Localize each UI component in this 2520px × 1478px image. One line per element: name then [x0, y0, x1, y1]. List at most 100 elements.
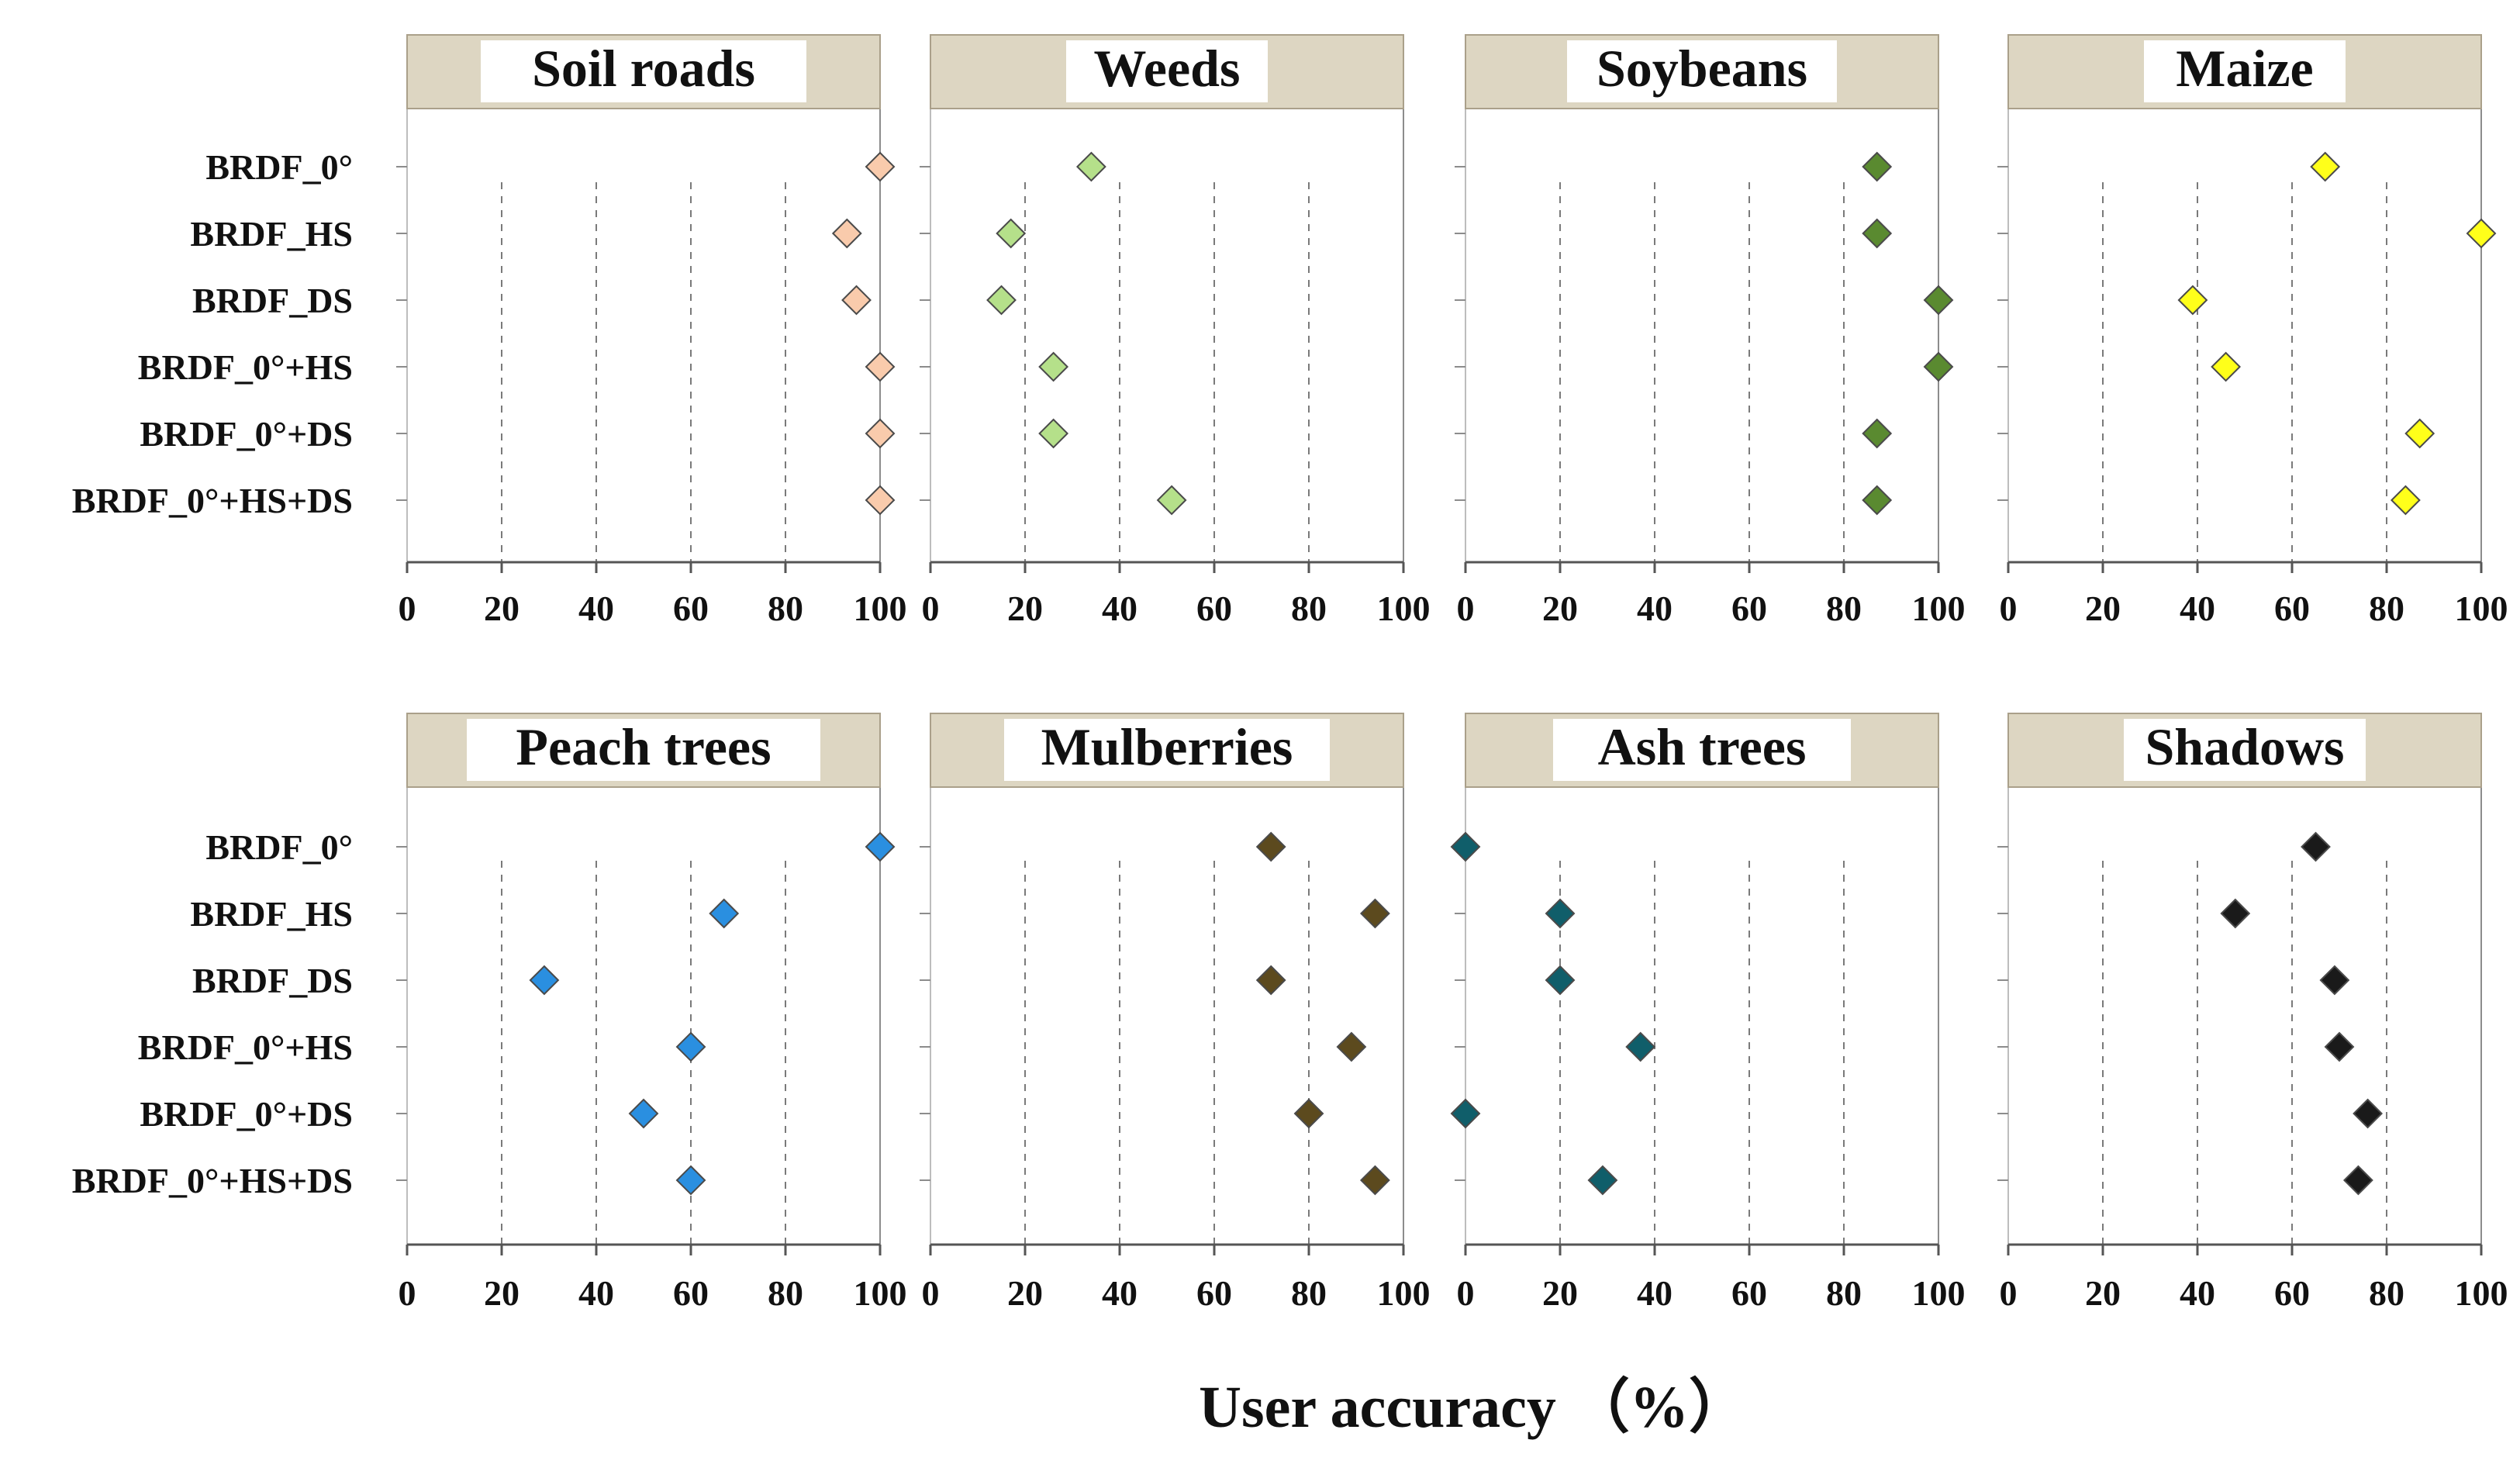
marker-ash-trees-5: [1450, 1098, 1481, 1129]
marker-weeds-4: [1038, 351, 1069, 382]
x-tick-label-soybeans: 40: [1637, 589, 1673, 628]
marker-peach-trees-4: [675, 1031, 706, 1062]
marker-shadows-2: [2220, 898, 2251, 929]
marker-shadows-6: [2342, 1165, 2373, 1196]
marker-soybeans-6: [1862, 485, 1893, 516]
x-tick-label-soil-roads: 80: [768, 589, 803, 628]
x-tick-label-maize: 80: [2369, 589, 2404, 628]
category-label: BRDF_0°+HS+DS: [72, 481, 353, 520]
panel-title-soil-roads: Soil roads: [532, 39, 755, 98]
marker-shadows-1: [2301, 831, 2331, 862]
x-tick-label-shadows: 60: [2274, 1273, 2310, 1313]
marker-peach-trees-1: [865, 831, 896, 862]
marker-mulberries-6: [1359, 1165, 1390, 1196]
x-tick-label-peach-trees: 60: [673, 1273, 709, 1313]
category-label: BRDF_HS: [190, 214, 353, 254]
x-tick-label-mulberries: 60: [1196, 1273, 1232, 1313]
panel-title-bg-soil-roads: [481, 40, 806, 102]
x-tick-label-weeds: 0: [922, 589, 940, 628]
x-tick-label-mulberries: 40: [1102, 1273, 1137, 1313]
x-tick-label-soybeans: 0: [1457, 589, 1475, 628]
category-label: BRDF_0°+HS+DS: [72, 1161, 353, 1200]
x-tick-label-soil-roads: 100: [854, 589, 907, 628]
x-tick-label-shadows: 40: [2180, 1273, 2215, 1313]
panel-title-bg-mulberries: [1004, 719, 1330, 781]
x-tick-label-peach-trees: 20: [484, 1273, 520, 1313]
category-label: BRDF_0°: [205, 827, 353, 867]
x-tick-label-shadows: 100: [2455, 1273, 2508, 1313]
marker-weeds-6: [1156, 485, 1187, 516]
x-tick-label-weeds: 20: [1007, 589, 1043, 628]
panel-title-weeds: Weeds: [1094, 39, 1241, 98]
marker-soybeans-2: [1862, 218, 1893, 249]
marker-weeds-3: [986, 285, 1017, 316]
x-tick-label-maize: 100: [2455, 589, 2508, 628]
x-tick-label-ash-trees: 60: [1731, 1273, 1767, 1313]
x-tick-label-mulberries: 100: [1377, 1273, 1431, 1313]
marker-ash-trees-2: [1545, 898, 1576, 929]
x-tick-label-weeds: 60: [1196, 589, 1232, 628]
marker-maize-2: [2466, 218, 2497, 249]
marker-maize-5: [2404, 418, 2435, 449]
marker-weeds-1: [1075, 151, 1106, 182]
marker-soil-roads-6: [865, 485, 896, 516]
panel-title-bg-weeds: [1066, 40, 1268, 102]
x-tick-label-soybeans: 20: [1542, 589, 1578, 628]
category-label: BRDF_0°+HS: [138, 347, 353, 387]
marker-peach-trees-2: [709, 898, 740, 929]
x-tick-label-mulberries: 0: [922, 1273, 940, 1313]
x-tick-label-soybeans: 100: [1912, 589, 1966, 628]
x-tick-label-weeds: 40: [1102, 589, 1137, 628]
x-tick-label-peach-trees: 0: [399, 1273, 416, 1313]
x-tick-label-peach-trees: 100: [854, 1273, 907, 1313]
panel-title-bg-maize: [2144, 40, 2346, 102]
panel-title-bg-soybeans: [1567, 40, 1837, 102]
x-tick-label-ash-trees: 20: [1542, 1273, 1578, 1313]
marker-weeds-2: [996, 218, 1027, 249]
marker-soybeans-1: [1862, 151, 1893, 182]
panel-title-bg-ash-trees: [1553, 719, 1851, 781]
category-label: BRDF_DS: [192, 281, 353, 320]
panel-title-peach-trees: Peach trees: [516, 717, 771, 776]
x-tick-label-shadows: 0: [2000, 1273, 2018, 1313]
marker-shadows-4: [2324, 1031, 2355, 1062]
marker-maize-1: [2310, 151, 2341, 182]
x-tick-label-ash-trees: 80: [1826, 1273, 1862, 1313]
category-label: BRDF_0°: [205, 147, 353, 187]
marker-ash-trees-3: [1545, 965, 1576, 996]
x-tick-label-peach-trees: 80: [768, 1273, 803, 1313]
marker-peach-trees-5: [628, 1098, 659, 1129]
x-tick-label-ash-trees: 0: [1457, 1273, 1475, 1313]
marker-soil-roads-3: [841, 285, 872, 316]
marker-mulberries-4: [1336, 1031, 1367, 1062]
x-tick-label-maize: 20: [2085, 589, 2121, 628]
marker-peach-trees-3: [529, 965, 560, 996]
marker-mulberries-3: [1255, 965, 1286, 996]
marker-soybeans-5: [1862, 418, 1893, 449]
panel-title-bg-peach-trees: [467, 719, 820, 781]
panel-title-soybeans: Soybeans: [1597, 39, 1807, 98]
panel-title-shadows: Shadows: [2145, 717, 2344, 776]
x-tick-label-soil-roads: 0: [399, 589, 416, 628]
marker-soil-roads-4: [865, 351, 896, 382]
panel-title-mulberries: Mulberries: [1041, 717, 1293, 776]
marker-ash-trees-6: [1587, 1165, 1618, 1196]
panel-title-maize: Maize: [2176, 39, 2313, 98]
x-tick-label-weeds: 80: [1291, 589, 1327, 628]
marker-maize-4: [2211, 351, 2242, 382]
panel-title-bg-shadows: [2124, 719, 2366, 781]
x-tick-label-soybeans: 60: [1731, 589, 1767, 628]
marker-soybeans-4: [1923, 351, 1954, 382]
marker-soybeans-3: [1923, 285, 1954, 316]
x-tick-label-ash-trees: 40: [1637, 1273, 1673, 1313]
marker-shadows-3: [2319, 965, 2350, 996]
marker-shadows-5: [2353, 1098, 2384, 1129]
category-label: BRDF_0°+DS: [140, 1094, 353, 1134]
marker-maize-3: [2177, 285, 2208, 316]
marker-mulberries-5: [1293, 1098, 1324, 1129]
marker-maize-6: [2390, 485, 2421, 516]
x-tick-label-maize: 0: [2000, 589, 2018, 628]
x-tick-label-maize: 60: [2274, 589, 2310, 628]
category-label: BRDF_HS: [190, 894, 353, 934]
